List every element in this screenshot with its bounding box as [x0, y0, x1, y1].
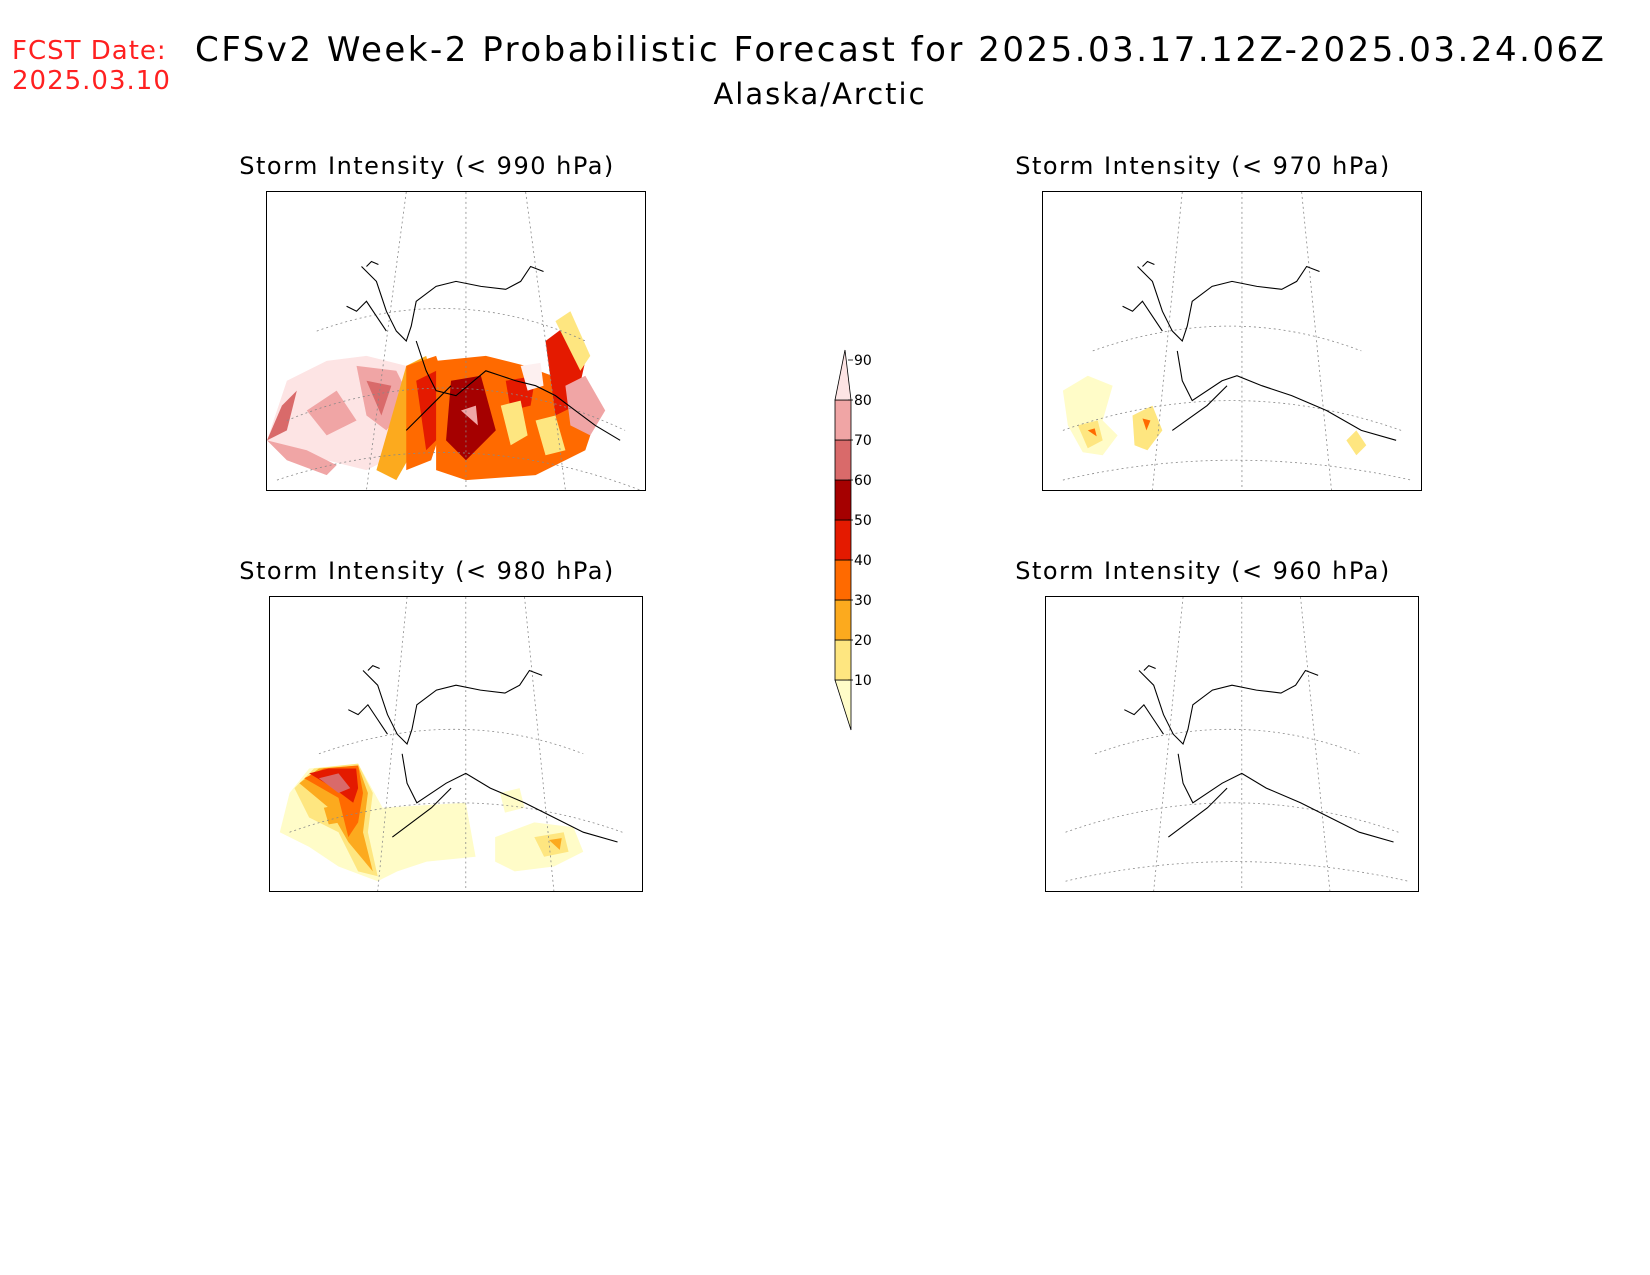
map-980-svg — [279, 597, 623, 891]
forecast-date-label: FCST Date: 2025.03.10 — [12, 36, 171, 96]
legend-swatch — [834, 559, 852, 601]
map-panel-970 — [1042, 191, 1422, 491]
legend-tick-label: 80 — [854, 393, 872, 409]
legend-swatch — [834, 679, 852, 731]
coastline-970 — [1122, 260, 1397, 441]
panel-title-980: Storm Intensity (< 980 hPa) — [239, 557, 615, 585]
legend-tick-label: 10 — [854, 673, 872, 689]
legend-swatch — [834, 399, 852, 441]
legend-tick-label: 70 — [854, 433, 872, 449]
legend-tick-label: 40 — [854, 553, 872, 569]
graticule-980 — [289, 597, 623, 891]
graticule-960 — [1065, 597, 1409, 891]
graticule-970 — [1062, 192, 1412, 490]
probability-shading-980 — [279, 763, 584, 882]
probability-shading-990 — [267, 311, 606, 481]
legend-tick-label: 20 — [854, 633, 872, 649]
coastline-990 — [346, 260, 621, 441]
coastline-980 — [348, 664, 618, 843]
legend-tick-label: 60 — [854, 473, 872, 489]
legend-tick-label: 30 — [854, 593, 872, 609]
forecast-date-value: 2025.03.10 — [12, 66, 171, 96]
probability-color-legend: 10 20 30 40 50 60 70 80 90 — [834, 349, 872, 731]
coastline-960 — [1124, 664, 1394, 843]
legend-swatch — [834, 639, 852, 681]
map-970-svg — [1062, 192, 1412, 490]
legend-swatch — [834, 599, 852, 641]
panel-title-990: Storm Intensity (< 990 hPa) — [239, 152, 615, 180]
legend-swatch — [834, 479, 852, 521]
legend-labels: 10 20 30 40 50 60 70 80 90 — [848, 353, 872, 689]
probability-shading-970 — [1062, 375, 1367, 456]
legend-tick-label: 50 — [854, 513, 872, 529]
map-panel-980 — [269, 596, 643, 892]
legend-tick-label: 90 — [854, 353, 872, 369]
page-title: CFSv2 Week-2 Probabilistic Forecast for … — [195, 30, 1607, 70]
region-subtitle: Alaska/Arctic — [713, 77, 927, 111]
legend-swatch — [834, 519, 852, 561]
map-panel-990 — [266, 191, 646, 491]
panel-title-960: Storm Intensity (< 960 hPa) — [1015, 557, 1391, 585]
forecast-date-caption: FCST Date: — [12, 36, 167, 66]
graticule-990 — [276, 192, 641, 490]
legend-swatch — [834, 349, 852, 401]
map-990-svg — [267, 192, 641, 490]
legend-swatch — [834, 439, 852, 481]
legend-swatches — [834, 349, 852, 731]
map-960-svg — [1065, 597, 1409, 891]
map-panel-960 — [1045, 596, 1419, 892]
panel-title-970: Storm Intensity (< 970 hPa) — [1015, 152, 1391, 180]
